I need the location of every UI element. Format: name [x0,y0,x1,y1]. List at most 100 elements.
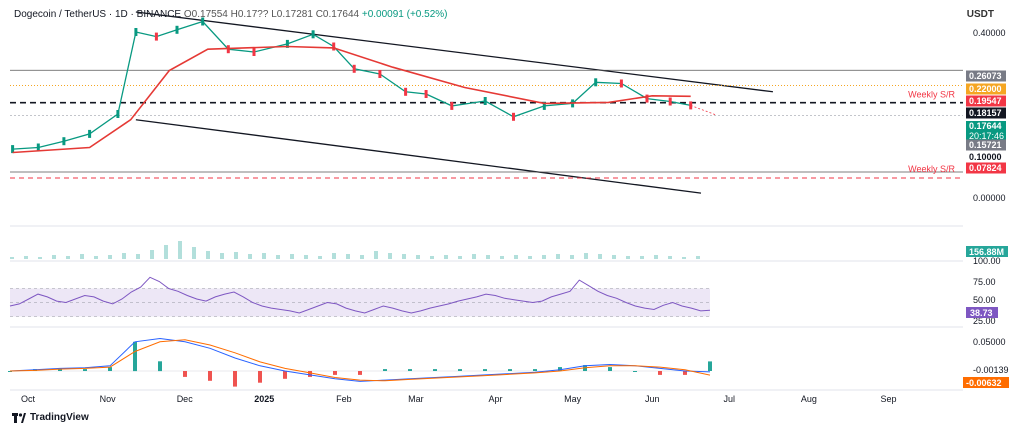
volume-bar-7 [108,255,112,259]
x-tick-label-3: 2025 [254,394,274,404]
volume-bar-41 [584,253,588,259]
high-value: H0.17?? [230,9,269,20]
macd-line [9,337,711,382]
volume-bar-0 [10,257,14,259]
macd-tag-bg [963,377,1009,388]
price-tag-7: 0.07824 [969,163,1002,173]
volume-bar-3 [52,255,56,259]
volume-bar-32 [458,256,462,259]
volume-bar-25 [360,255,364,259]
price-tag-bg-0 [966,70,1006,82]
rsi-tick-2: 50.00 [973,295,996,305]
volume-bar-20 [290,254,294,259]
volume-bar-18 [262,253,266,259]
price-point-24 [619,79,623,88]
tradingview-logo[interactable]: TradingView [12,412,89,423]
volume-bar-36 [514,255,518,259]
macd-label-1: -0.00632 [966,378,1002,388]
price-point-16 [404,87,408,96]
volume-tag-bg [966,246,1008,257]
price-point-4 [116,110,120,118]
macd-hist-2 [58,369,62,371]
volume-bar-13 [192,247,196,259]
volume-bar-8 [122,253,126,259]
macd-hist-15 [383,369,387,371]
x-tick-label-4: Feb [336,394,352,404]
channel-upper-line [135,11,773,93]
price-point-20 [512,112,515,121]
volume-bar-37 [528,256,532,259]
volume-bar-40 [570,255,574,259]
price-point-11 [285,39,289,48]
volume-bar-42 [598,254,602,259]
chart-header: Dogecoin / TetherUS · 1D · BINANCE O0.17… [14,9,447,20]
price-tag-sub-4: 20:17:46 [969,131,1004,141]
weekly-sr-label-lower: Weekly S/R [908,164,955,174]
price-point-0 [11,145,15,154]
close-value: C0.17644 [315,9,360,20]
open-value: O0.17554 [183,9,228,20]
x-tick-label-1: Nov [100,394,117,404]
volume-bar-5 [80,254,84,259]
macd-hist-27 [683,371,687,375]
macd-hist-21 [533,369,537,371]
currency-unit: USDT [966,9,994,20]
x-tick-label-9: Jul [723,394,735,404]
brand-name: TradingView [30,412,89,423]
volume-bar-27 [388,253,392,259]
macd-hist-0 [8,371,12,372]
price-point-10 [252,48,256,56]
rsi-tick-1: 75.00 [973,277,996,287]
volume-bar-1 [24,256,28,259]
macd-hist-26 [658,371,662,375]
macd-label-0: -0.00139 [973,365,1009,375]
macd-hist-6 [158,361,162,372]
price-tag-6: 0.10000 [969,152,1002,162]
volume-bar-15 [220,253,224,259]
signal-line [9,339,711,382]
volume-bar-43 [612,255,616,259]
macd-hist-10 [258,371,262,383]
macd-hist-11 [283,371,287,379]
volume-bar-17 [248,254,252,259]
volume-bar-44 [626,256,630,259]
change-value: +0.00091 (+0.52%) [361,9,448,20]
weekly-sr-label-upper: Weekly S/R [908,90,955,100]
rsi-tag: 38.73 [970,308,993,318]
volume-bar-9 [136,254,140,259]
price-point-6 [154,32,158,41]
price-point-19 [483,97,487,105]
price-point-5 [134,28,138,36]
x-tick-label-2: Dec [177,394,194,404]
macd-tick-0: 0.05000 [973,337,1006,347]
tradingview-icon [12,412,26,423]
price-point-13 [332,42,336,51]
price-tag-bg-3 [966,107,1006,119]
volume-bar-12 [178,241,182,259]
price-tag-5: 0.15721 [969,140,1002,150]
price-tag-1: 0.22000 [969,84,1002,94]
rsi-line [9,276,711,314]
price-point-8 [201,17,205,26]
price-projection [690,105,717,116]
price-point-17 [424,90,428,98]
volume-bar-16 [234,252,238,259]
x-tick-label-10: Aug [801,394,817,404]
x-tick-label-5: Mar [408,394,424,404]
macd-hist-24 [608,367,612,371]
channel-lower-line [135,119,702,194]
price-tag-bg-5 [966,139,1006,151]
volume-bar-34 [486,255,490,259]
macd-hist-12 [308,371,312,377]
volume-bar-4 [66,256,70,259]
macd-hist-3 [83,369,87,371]
price-tag-3: 0.18157 [969,108,1002,118]
volume-bar-38 [542,255,546,259]
price-tag-bg-7 [966,162,1006,174]
price-tag-bg-1 [966,83,1006,95]
price-point-25 [645,94,649,103]
macd-hist-4 [108,367,112,371]
volume-bar-21 [304,255,308,259]
price-tag-2: 0.19547 [969,96,1002,106]
